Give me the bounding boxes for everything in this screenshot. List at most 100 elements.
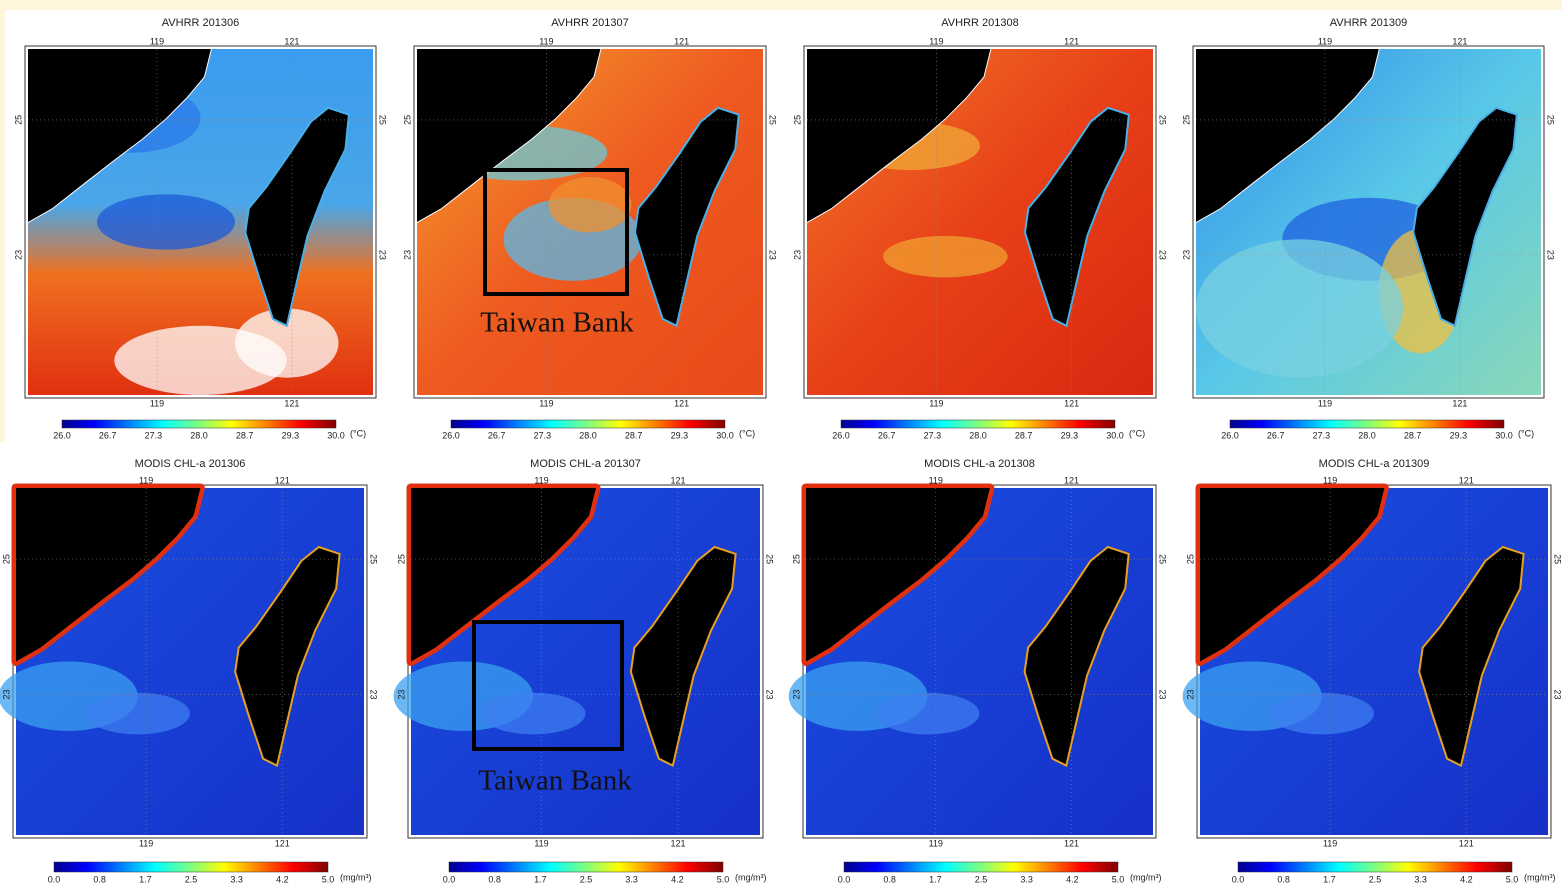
colorbar-unit: (mg/m³)	[340, 872, 372, 882]
colorbar-tick-label: 5.0	[1506, 874, 1519, 884]
lon-label: 119	[929, 398, 943, 408]
ocean-feature	[1270, 693, 1374, 735]
lon-label: 121	[284, 36, 299, 46]
colorbar-tick-label: 2.5	[580, 874, 593, 884]
colorbar-tick-label: 27.3	[1313, 430, 1331, 440]
lon-label: 119	[539, 398, 553, 408]
lon-label: 119	[539, 36, 553, 46]
colorbar	[844, 862, 1118, 872]
colorbar-unit: (°C)	[1518, 428, 1534, 438]
lat-label: 25	[402, 115, 412, 125]
lon-label: 121	[275, 475, 290, 485]
colorbar-tick-label: 28.7	[1015, 430, 1033, 440]
lat-label: 25	[1181, 115, 1191, 125]
colorbar-tick-label: 28.7	[236, 430, 254, 440]
colorbar-tick-label: 28.7	[625, 430, 643, 440]
colorbar-tick-label: 3.3	[1414, 874, 1427, 884]
panel-title: AVHRR 201309	[1330, 17, 1407, 29]
colorbar-tick-label: 29.3	[671, 430, 689, 440]
colorbar-tick-label: 0.8	[1277, 874, 1290, 884]
lat-label: 23	[1158, 250, 1168, 260]
colorbar-tick-label: 28.0	[969, 430, 987, 440]
lat-label: 25	[1185, 554, 1195, 564]
colorbar-tick-label: 4.2	[1460, 874, 1473, 884]
colorbar-tick-label: 0.8	[883, 874, 896, 884]
colorbar-tick-label: 27.3	[145, 430, 163, 440]
colorbar-tick-label: 0.8	[488, 874, 501, 884]
lat-label: 23	[369, 689, 379, 699]
colorbar-tick-label: 5.0	[1112, 874, 1125, 884]
colorbar-tick-label: 30.0	[327, 430, 345, 440]
lon-label: 121	[1452, 398, 1467, 408]
colorbar	[1230, 420, 1504, 428]
panel-title: MODIS CHL-a 201308	[924, 458, 1035, 470]
colorbar-unit: (°C)	[739, 428, 755, 438]
colorbar-tick-label: 4.2	[276, 874, 289, 884]
lon-label: 121	[1452, 36, 1467, 46]
colorbar-unit: (mg/m³)	[1130, 872, 1162, 882]
lat-label: 25	[378, 115, 388, 125]
map-panel: AVHRR 2013081191191211212525232326.026.7…	[792, 17, 1167, 440]
slide-border	[0, 0, 5, 442]
lat-label: 23	[13, 250, 23, 260]
ocean-feature	[1196, 239, 1403, 377]
colorbar-tick-label: 1.7	[929, 874, 942, 884]
lat-label: 25	[1158, 115, 1168, 125]
colorbar-tick-label: 26.0	[832, 430, 850, 440]
colorbar-tick-label: 1.7	[139, 874, 152, 884]
colorbar-tick-label: 3.3	[625, 874, 638, 884]
colorbar-tick-label: 26.7	[1267, 430, 1285, 440]
colorbar-tick-label: 26.0	[442, 430, 460, 440]
lat-label: 25	[369, 554, 379, 564]
panel-title: AVHRR 201307	[551, 17, 628, 29]
lon-label: 121	[674, 398, 689, 408]
colorbar-tick-label: 2.5	[185, 874, 198, 884]
colorbar-tick-label: 4.2	[671, 874, 684, 884]
colorbar-tick-label: 27.3	[534, 430, 552, 440]
lat-label: 23	[402, 250, 412, 260]
panel-title: MODIS CHL-a 201306	[135, 458, 246, 470]
colorbar-tick-label: 4.2	[1066, 874, 1079, 884]
colorbar-tick-label: 5.0	[322, 874, 335, 884]
colorbar-unit: (°C)	[1129, 428, 1145, 438]
ocean-feature	[481, 693, 586, 735]
colorbar-tick-label: 26.7	[488, 430, 506, 440]
map-panel: MODIS CHL-a 201309119119121121252523230.…	[1183, 458, 1562, 884]
lat-label: 25	[765, 554, 775, 564]
colorbar-tick-label: 0.0	[48, 874, 61, 884]
lon-label: 119	[534, 838, 548, 848]
annotation: Taiwan Bank	[478, 765, 632, 797]
ocean-feature	[86, 693, 190, 735]
lat-label: 23	[1, 689, 11, 699]
slide-border	[0, 0, 1562, 10]
figure: AVHRR 2013061191191211212525232326.026.7…	[0, 0, 1562, 887]
colorbar-unit: (mg/m³)	[735, 872, 767, 882]
panel-title: MODIS CHL-a 201309	[1319, 458, 1430, 470]
ocean-feature	[97, 194, 235, 249]
lon-label: 121	[1064, 36, 1079, 46]
colorbar-tick-label: 1.7	[1323, 874, 1336, 884]
lon-label: 119	[1323, 475, 1337, 485]
lat-label: 25	[1, 554, 11, 564]
lat-label: 25	[792, 115, 802, 125]
lat-label: 25	[791, 554, 801, 564]
colorbar-tick-label: 26.0	[53, 430, 71, 440]
colorbar-tick-label: 30.0	[1495, 430, 1513, 440]
colorbar-tick-label: 30.0	[1106, 430, 1124, 440]
colorbar-tick-label: 28.0	[1358, 430, 1376, 440]
colorbar	[54, 862, 328, 872]
lat-label: 23	[768, 250, 778, 260]
colorbar-tick-label: 5.0	[717, 874, 730, 884]
lon-label: 119	[534, 475, 548, 485]
lon-label: 121	[1459, 838, 1474, 848]
colorbar	[841, 420, 1115, 428]
map-panel: AVHRR 20130711911912112125252323Taiwan B…	[402, 17, 777, 440]
colorbar	[62, 420, 336, 428]
colorbar	[449, 862, 723, 872]
lat-label: 23	[792, 250, 802, 260]
annotation: Taiwan Bank	[480, 307, 634, 339]
colorbar-tick-label: 26.0	[1221, 430, 1239, 440]
colorbar-tick-label: 3.3	[230, 874, 243, 884]
